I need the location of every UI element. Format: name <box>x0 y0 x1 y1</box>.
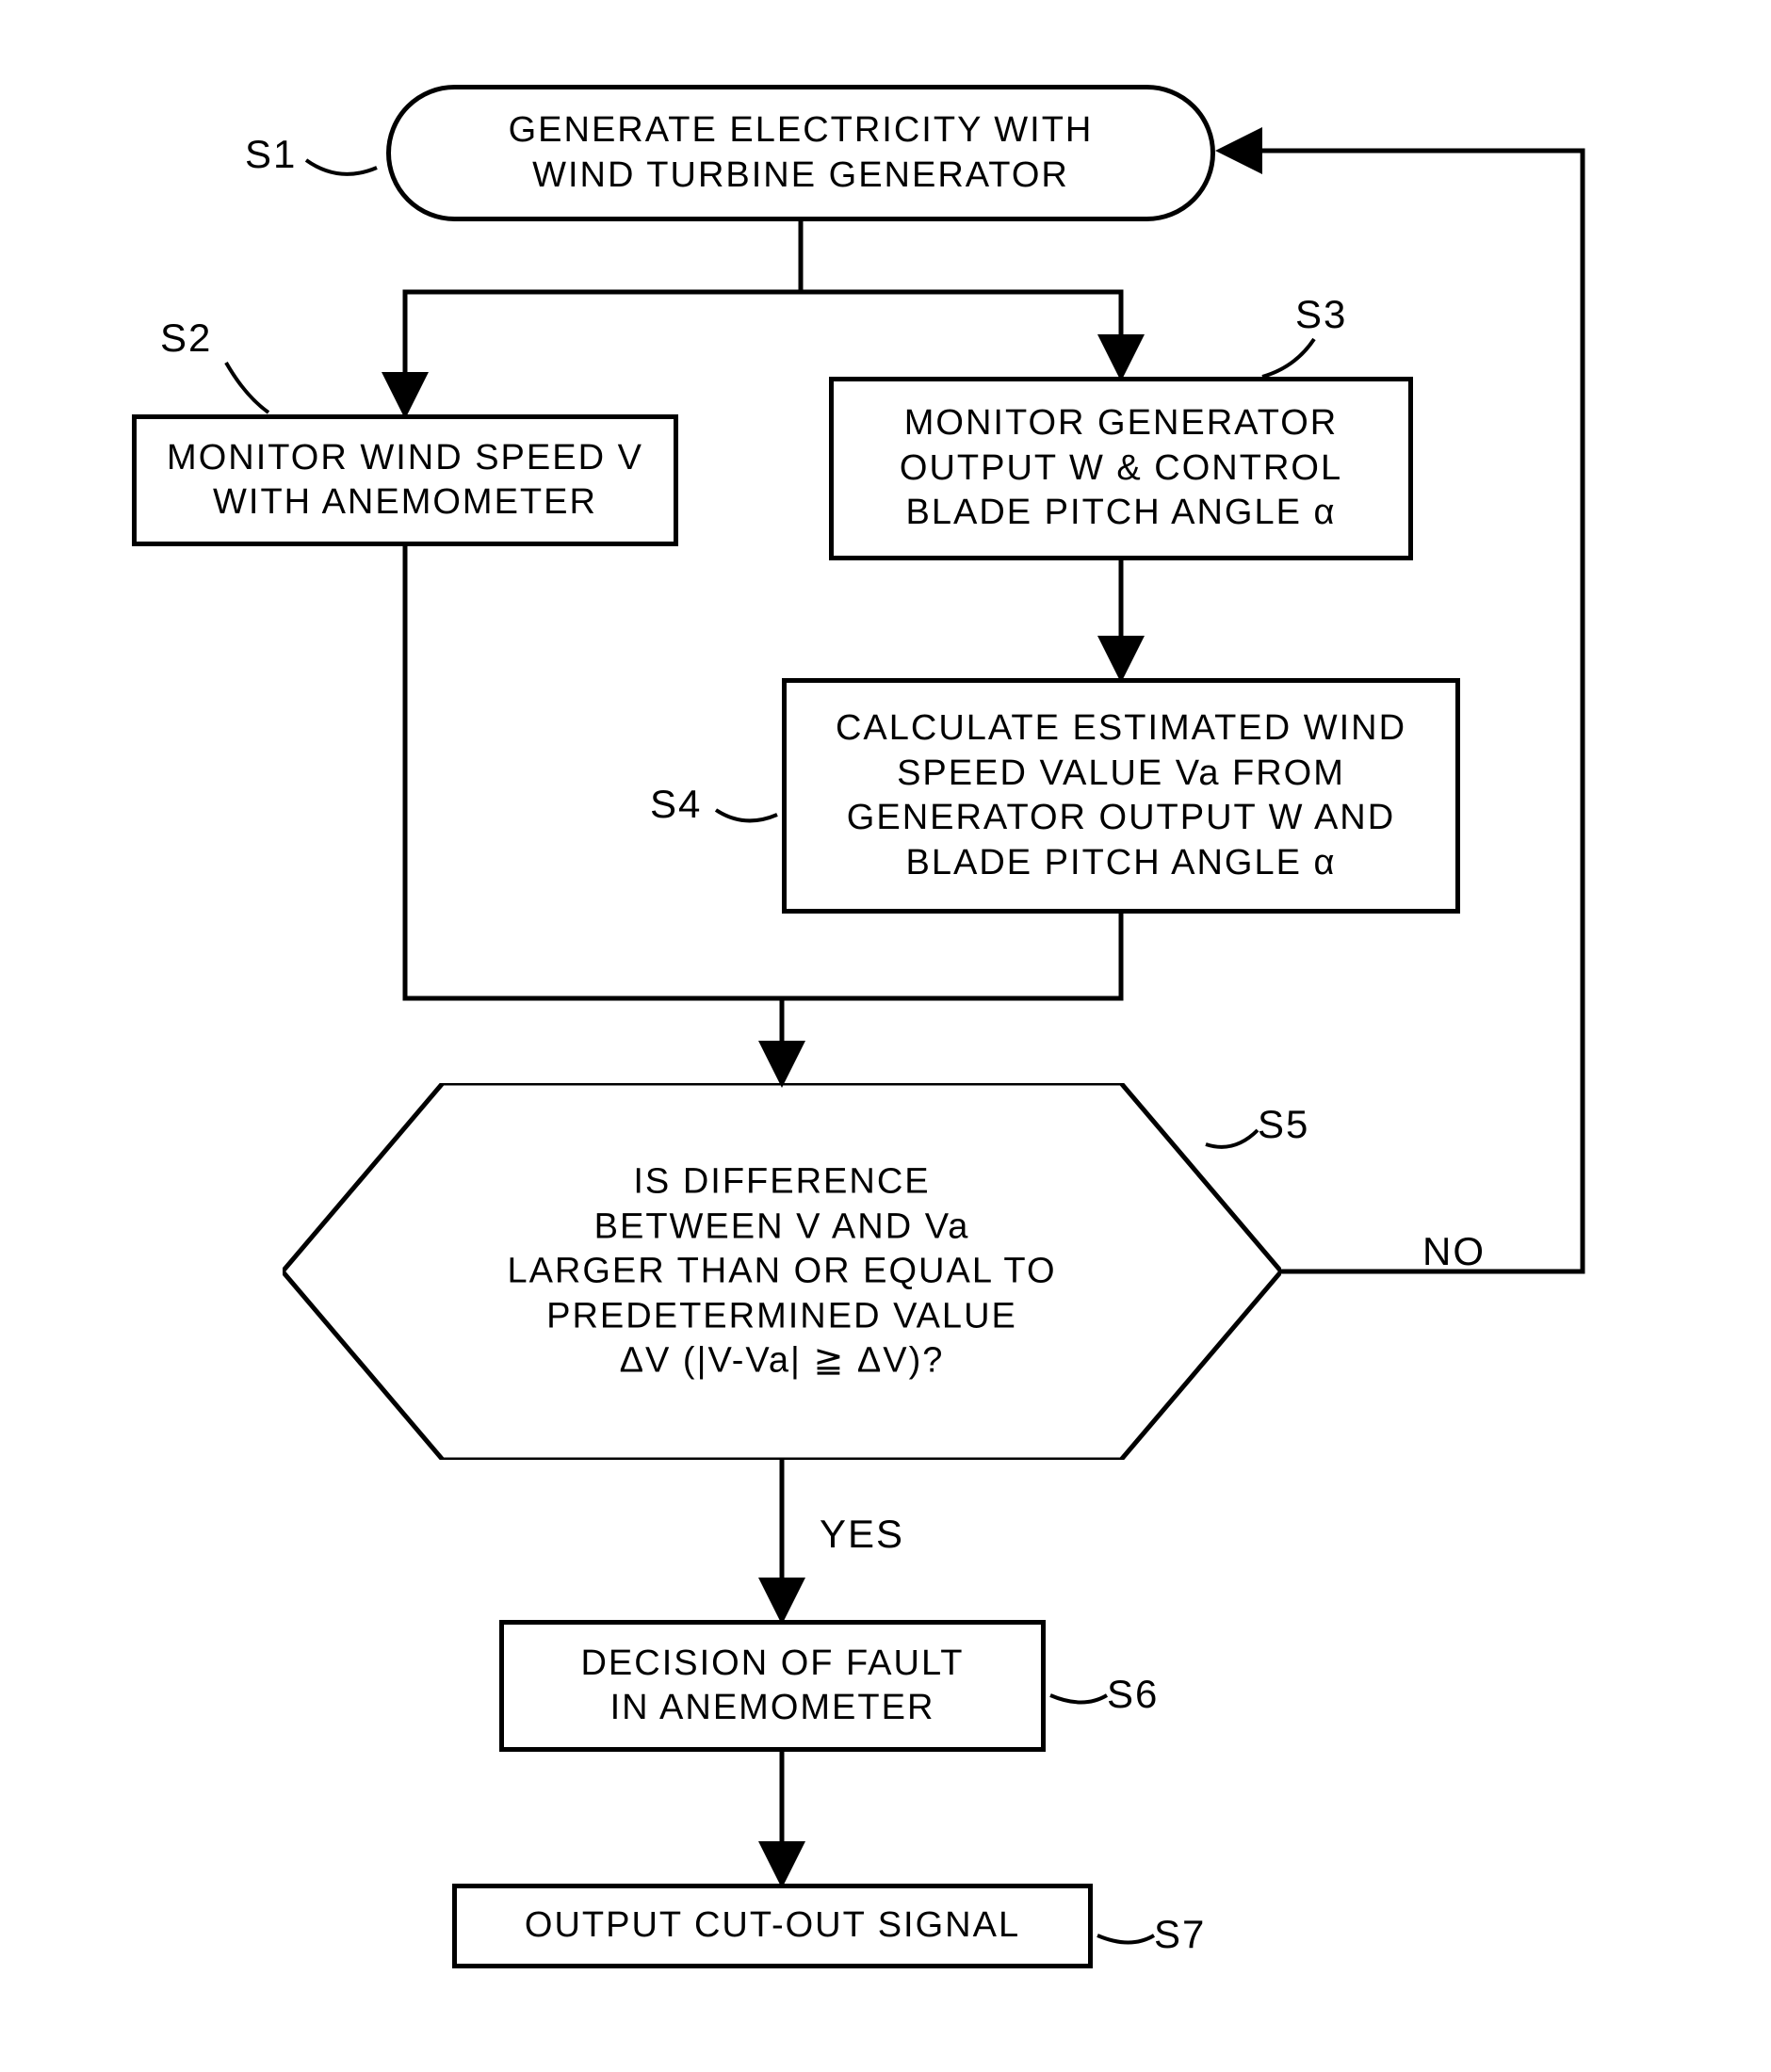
label-s2: S2 <box>160 316 212 361</box>
node-s2: MONITOR WIND SPEED VWITH ANEMOMETER <box>132 414 678 546</box>
label-yes: YES <box>820 1512 904 1557</box>
node-s3-text: MONITOR GENERATOROUTPUT W & CONTROLBLADE… <box>900 401 1342 536</box>
node-s5-text: IS DIFFERENCEBETWEEN V AND VaLARGER THAN… <box>283 1159 1281 1384</box>
node-s5: IS DIFFERENCEBETWEEN V AND VaLARGER THAN… <box>283 1083 1281 1460</box>
label-s3: S3 <box>1295 292 1347 337</box>
node-s1-text: GENERATE ELECTRICITY WITHWIND TURBINE GE… <box>509 108 1094 198</box>
label-s5: S5 <box>1258 1102 1309 1147</box>
label-s1: S1 <box>245 132 297 177</box>
node-s1: GENERATE ELECTRICITY WITHWIND TURBINE GE… <box>386 85 1215 221</box>
label-s6: S6 <box>1107 1672 1159 1717</box>
flowchart-canvas: GENERATE ELECTRICITY WITHWIND TURBINE GE… <box>0 0 1771 2072</box>
label-no: NO <box>1422 1229 1486 1274</box>
node-s6: DECISION OF FAULTIN ANEMOMETER <box>499 1620 1046 1752</box>
label-s7: S7 <box>1154 1912 1206 1957</box>
node-s2-text: MONITOR WIND SPEED VWITH ANEMOMETER <box>167 436 643 526</box>
node-s7: OUTPUT CUT-OUT SIGNAL <box>452 1884 1093 1968</box>
node-s4: CALCULATE ESTIMATED WINDSPEED VALUE Va F… <box>782 678 1460 914</box>
node-s7-text: OUTPUT CUT-OUT SIGNAL <box>525 1903 1020 1949</box>
label-s4: S4 <box>650 782 702 827</box>
node-s6-text: DECISION OF FAULTIN ANEMOMETER <box>580 1642 964 1731</box>
node-s3: MONITOR GENERATOROUTPUT W & CONTROLBLADE… <box>829 377 1413 560</box>
flowchart-connectors <box>0 0 1771 2072</box>
node-s4-text: CALCULATE ESTIMATED WINDSPEED VALUE Va F… <box>836 706 1406 885</box>
